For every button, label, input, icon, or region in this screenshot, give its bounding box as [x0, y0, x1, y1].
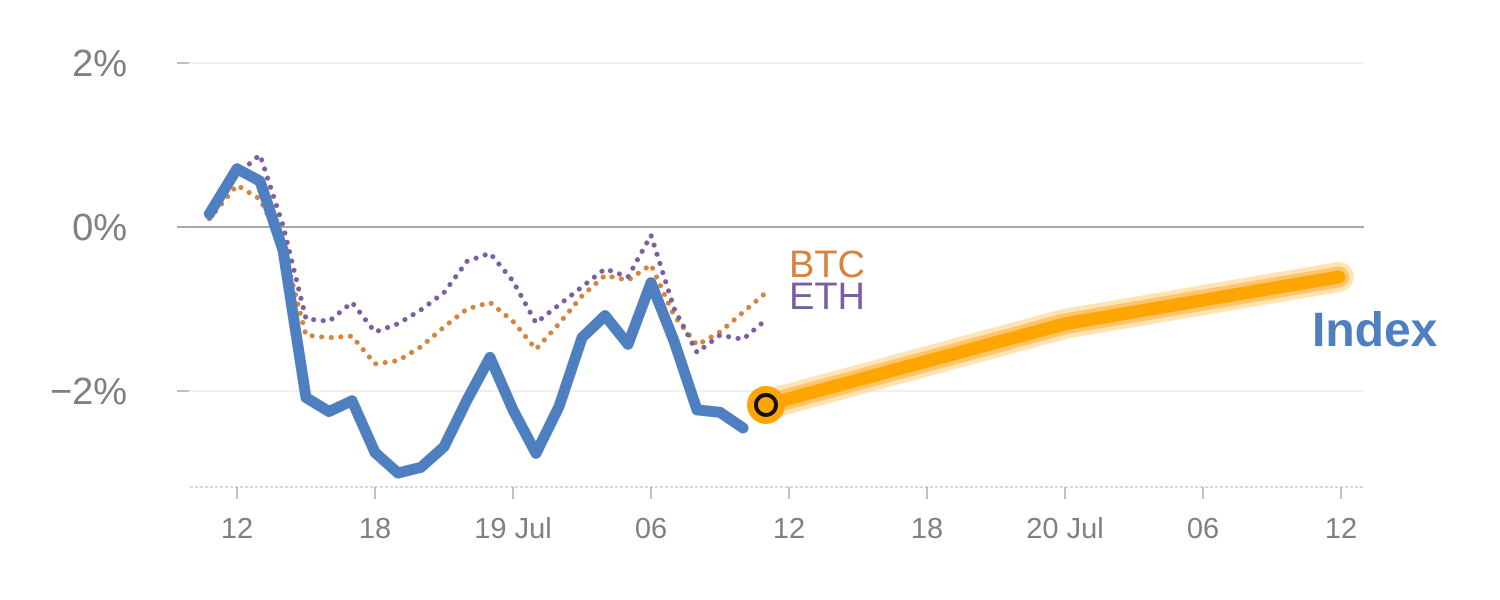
y-tick-label: −2%: [50, 371, 127, 413]
index-label: Index: [1312, 304, 1438, 357]
x-tick-label: 12: [1325, 513, 1357, 545]
series-line-index: [203, 163, 749, 479]
x-tick-label: 19 Jul: [474, 513, 551, 545]
x-tick-label: 12: [221, 513, 253, 545]
btc-label: BTC: [789, 244, 865, 286]
series-line-eth: [206, 152, 769, 355]
y-axis: 2% 0% −2%: [50, 43, 189, 413]
current-point-marker: [754, 392, 778, 417]
x-tick-label: 20 Jul: [1026, 513, 1103, 545]
x-tick-label: 18: [359, 513, 391, 545]
eth-label: ETH: [789, 276, 865, 318]
x-tick-label: 06: [635, 513, 667, 545]
y-tick-label: 2%: [72, 43, 127, 85]
x-tick-label: 18: [911, 513, 943, 545]
forecast-line: [759, 270, 1346, 412]
series-line-btc: [206, 182, 769, 367]
x-tick-label: 06: [1187, 513, 1219, 545]
y-tick-label: 0%: [72, 207, 127, 249]
series-lines: [203, 152, 1354, 479]
series-labels: BTC ETH Index: [789, 244, 1438, 357]
x-tick-labels: 12 18 19 Jul 06 12 18 20 Jul 06 12: [221, 487, 1357, 545]
x-tick-label: 12: [773, 513, 805, 545]
